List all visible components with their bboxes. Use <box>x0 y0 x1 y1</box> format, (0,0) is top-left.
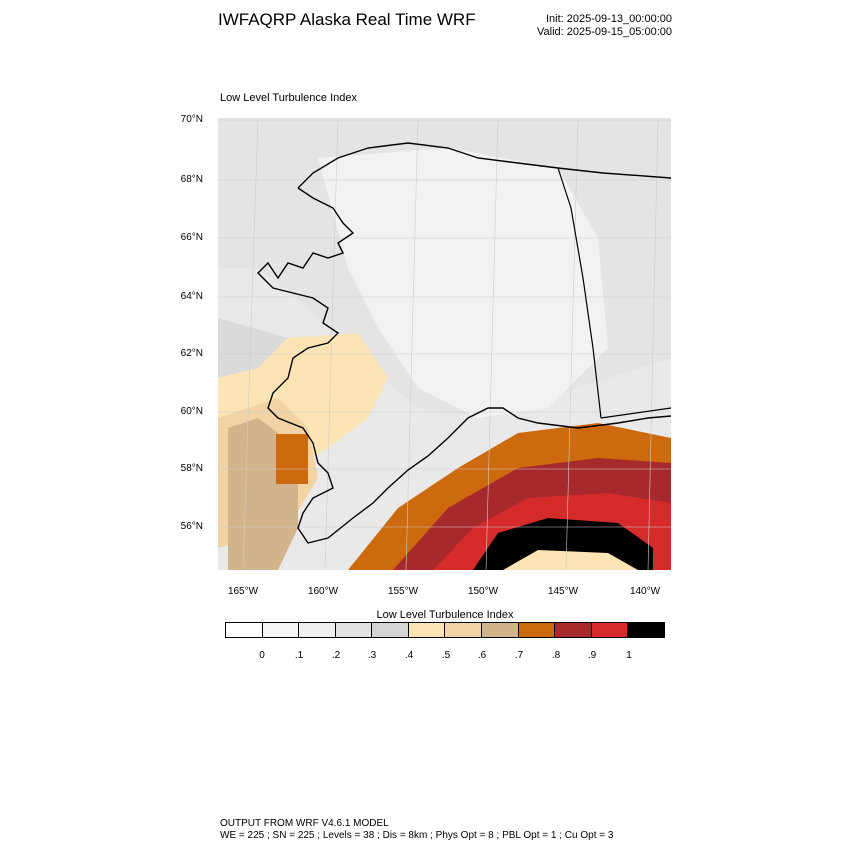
colorbar-label-4: .4 <box>404 650 414 661</box>
lon-label-160: 160°W <box>307 586 339 597</box>
lon-label-165: 165°W <box>227 586 259 597</box>
turbulence-map <box>218 118 671 570</box>
colorbar-label-6: .6 <box>477 650 487 661</box>
colorbar-box-7 <box>482 623 519 637</box>
main-title: IWFAQRP Alaska Real Time WRF <box>218 10 476 29</box>
colorbar-label-5: .5 <box>441 650 451 661</box>
colorbar-box-6 <box>445 623 483 637</box>
colorbar-box-4 <box>372 623 409 637</box>
colorbar-label-10: 1 <box>626 650 632 661</box>
lon-label-140: 140°W <box>629 586 661 597</box>
lon-label-150: 150°W <box>467 586 499 597</box>
lat-label-58: 58°N <box>180 463 203 474</box>
colorbar-box-3 <box>335 623 373 637</box>
init-time: Init: 2025-09-13_00:00:00 <box>546 13 672 25</box>
colorbar <box>225 622 665 638</box>
footer-line-2: WE = 225 ; SN = 225 ; Levels = 38 ; Dis … <box>220 830 614 841</box>
lat-label-62: 62°N <box>180 348 203 359</box>
lat-label-70: 70°N <box>180 114 203 125</box>
valid-time: Valid: 2025-09-15_05:00:00 <box>537 26 672 38</box>
colorbar-title: Low Level Turbulence Index <box>376 609 514 621</box>
colorbar-label-9: .9 <box>587 650 597 661</box>
graticule <box>218 118 671 570</box>
colorbar-label-2: .2 <box>331 650 341 661</box>
white-core-gulf <box>503 550 638 570</box>
colorbar-box-8 <box>518 623 556 637</box>
lat-label-60: 60°N <box>180 406 203 417</box>
model-footer: OUTPUT FROM WRF V4.6.1 MODEL WE = 225 ; … <box>220 818 613 842</box>
interior-light-region <box>318 148 608 418</box>
colorbar-box-2 <box>299 623 336 637</box>
orange-patch-bristol-bay <box>276 434 308 484</box>
colorbar-label-0: 0 <box>259 650 265 661</box>
colorbar-box-0 <box>226 623 263 637</box>
lon-label-155: 155°W <box>387 586 419 597</box>
init-valid-info: Init: 2025-09-13_00:00:00 Valid: 2025-09… <box>500 13 672 39</box>
lat-label-66: 66°N <box>180 232 203 243</box>
colorbar-box-11 <box>628 623 664 637</box>
colorbar-box-5 <box>408 623 446 637</box>
lat-label-64: 64°N <box>180 291 203 302</box>
colorbar-box-1 <box>262 623 300 637</box>
canada-border <box>557 167 671 419</box>
footer-line-1: OUTPUT FROM WRF V4.6.1 MODEL <box>220 818 389 829</box>
lon-label-145: 145°W <box>547 586 579 597</box>
colorbar-box-9 <box>555 623 592 637</box>
colorbar-label-8: .8 <box>551 650 561 661</box>
colorbar-label-1: .1 <box>294 650 304 661</box>
lat-label-68: 68°N <box>180 174 203 185</box>
plot-title: Low Level Turbulence Index <box>220 92 357 104</box>
lat-label-56: 56°N <box>180 521 203 532</box>
colorbar-box-10 <box>591 623 629 637</box>
colorbar-label-3: .3 <box>367 650 377 661</box>
colorbar-label-7: .7 <box>514 650 524 661</box>
alaska-coastline <box>257 142 671 544</box>
